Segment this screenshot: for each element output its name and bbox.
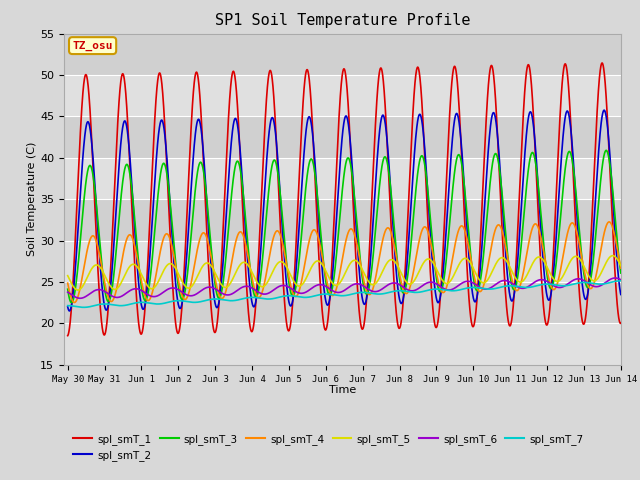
spl_smT_3 <box>466 241 474 247</box>
spl_smT_1 <box>598 60 606 66</box>
spl_smT_7 <box>64 303 72 309</box>
spl_smT_5 <box>600 264 608 270</box>
Bar <box>64 240 621 282</box>
spl_smT_7 <box>80 304 88 310</box>
spl_smT_7 <box>600 281 608 287</box>
spl_smT_4 <box>466 249 474 255</box>
spl_smT_4 <box>301 262 308 268</box>
spl_smT_7 <box>573 280 580 286</box>
spl_smT_7 <box>466 285 474 290</box>
spl_smT_6 <box>466 279 474 285</box>
spl_smT_1 <box>64 333 72 338</box>
spl_smT_2 <box>327 290 335 296</box>
spl_smT_4 <box>605 219 613 225</box>
spl_smT_2 <box>573 204 580 210</box>
spl_smT_6 <box>76 295 84 301</box>
spl_smT_6 <box>301 290 308 296</box>
Line: spl_smT_1: spl_smT_1 <box>68 63 621 336</box>
spl_smT_7 <box>301 295 308 300</box>
spl_smT_2 <box>600 108 608 113</box>
spl_smT_6 <box>573 276 580 282</box>
Line: spl_smT_3: spl_smT_3 <box>68 150 621 302</box>
spl_smT_5 <box>573 253 580 259</box>
Line: spl_smT_5: spl_smT_5 <box>68 256 621 290</box>
spl_smT_3 <box>301 197 308 203</box>
spl_smT_5 <box>617 263 625 269</box>
spl_smT_4 <box>600 231 608 237</box>
spl_smT_1 <box>466 302 474 308</box>
Text: TZ_osu: TZ_osu <box>72 40 113 51</box>
spl_smT_4 <box>70 300 78 305</box>
X-axis label: Time: Time <box>329 385 356 395</box>
spl_smT_1 <box>296 156 304 162</box>
spl_smT_3 <box>617 270 625 276</box>
Y-axis label: Soil Temperature (C): Soil Temperature (C) <box>28 142 37 256</box>
spl_smT_2 <box>296 207 304 213</box>
spl_smT_3 <box>327 291 335 297</box>
Bar <box>64 34 621 75</box>
spl_smT_7 <box>617 278 625 284</box>
spl_smT_1 <box>572 236 580 241</box>
spl_smT_5 <box>327 278 335 284</box>
spl_smT_2 <box>66 308 74 314</box>
spl_smT_2 <box>64 304 72 310</box>
Line: spl_smT_2: spl_smT_2 <box>68 110 621 311</box>
spl_smT_4 <box>327 291 335 297</box>
spl_smT_1 <box>326 285 334 291</box>
spl_smT_2 <box>617 292 625 298</box>
spl_smT_6 <box>64 289 72 295</box>
spl_smT_7 <box>296 294 304 300</box>
spl_smT_5 <box>466 259 474 264</box>
spl_smT_6 <box>617 277 625 283</box>
spl_smT_4 <box>64 280 72 286</box>
spl_smT_4 <box>573 228 580 234</box>
spl_smT_2 <box>600 107 608 113</box>
spl_smT_3 <box>68 300 76 305</box>
Bar <box>64 75 621 116</box>
spl_smT_2 <box>301 143 308 149</box>
spl_smT_2 <box>466 263 474 268</box>
spl_smT_5 <box>296 283 304 289</box>
spl_smT_1 <box>600 68 608 73</box>
spl_smT_5 <box>74 287 82 293</box>
spl_smT_3 <box>296 247 304 252</box>
spl_smT_6 <box>611 275 619 281</box>
spl_smT_4 <box>617 265 625 271</box>
Bar <box>64 199 621 240</box>
Bar <box>64 116 621 158</box>
Title: SP1 Soil Temperature Profile: SP1 Soil Temperature Profile <box>214 13 470 28</box>
spl_smT_3 <box>573 195 580 201</box>
spl_smT_1 <box>617 320 625 326</box>
Line: spl_smT_4: spl_smT_4 <box>68 222 621 302</box>
spl_smT_3 <box>600 153 608 159</box>
spl_smT_5 <box>301 278 308 284</box>
spl_smT_1 <box>301 81 308 87</box>
Bar <box>64 324 621 365</box>
spl_smT_7 <box>327 291 335 297</box>
spl_smT_6 <box>296 290 304 296</box>
Bar <box>64 158 621 199</box>
spl_smT_6 <box>327 287 335 292</box>
spl_smT_5 <box>64 273 72 278</box>
spl_smT_3 <box>602 147 610 153</box>
spl_smT_3 <box>64 286 72 292</box>
spl_smT_4 <box>296 284 304 290</box>
Bar <box>64 282 621 324</box>
Line: spl_smT_6: spl_smT_6 <box>68 278 621 298</box>
spl_smT_6 <box>600 281 608 287</box>
Line: spl_smT_7: spl_smT_7 <box>68 281 621 307</box>
spl_smT_5 <box>609 253 616 259</box>
Legend: spl_smT_1, spl_smT_2, spl_smT_3, spl_smT_4, spl_smT_5, spl_smT_6, spl_smT_7: spl_smT_1, spl_smT_2, spl_smT_3, spl_smT… <box>69 430 588 465</box>
